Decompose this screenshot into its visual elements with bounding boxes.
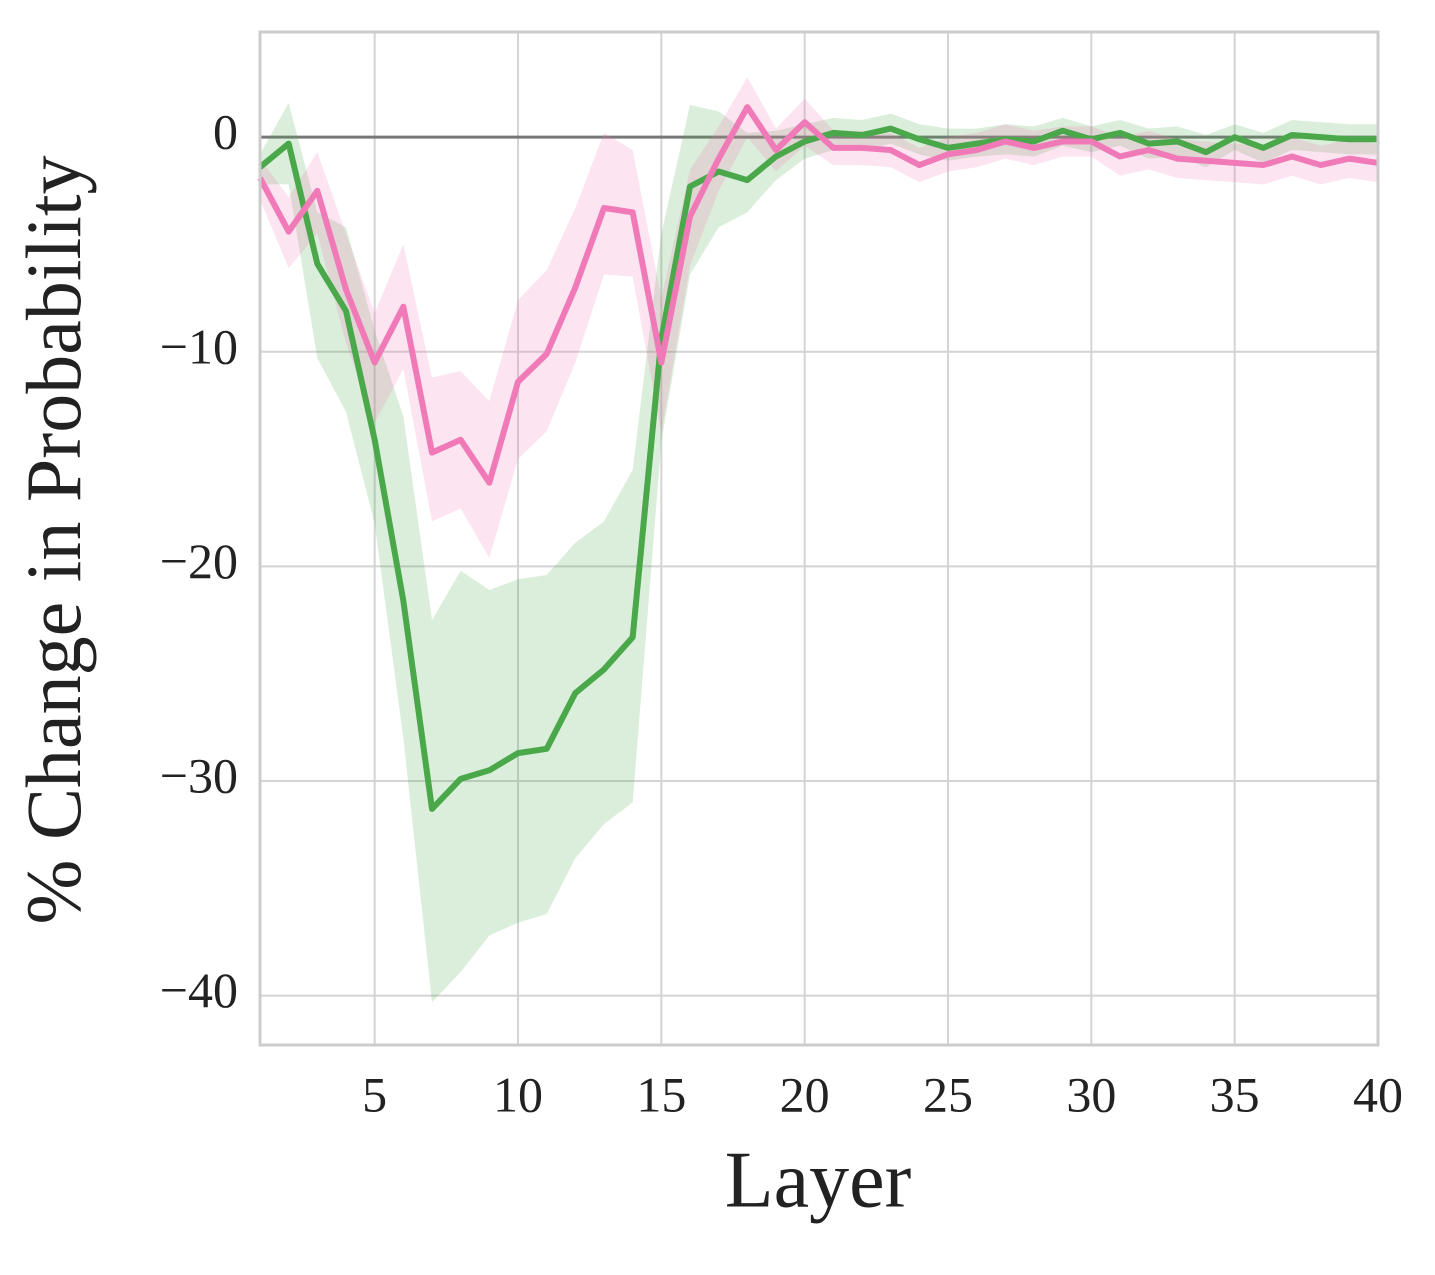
x-tick-label: 15 <box>636 1066 686 1122</box>
x-tick-label: 10 <box>493 1066 543 1122</box>
y-tick-label: −20 <box>160 533 238 589</box>
x-tick-label: 40 <box>1353 1066 1403 1122</box>
y-axis-label: % Change in Probability <box>10 155 97 924</box>
x-tick-label: 35 <box>1210 1066 1260 1122</box>
line <box>257 104 1379 486</box>
x-tick-label: 20 <box>780 1066 830 1122</box>
y-tick-label: 0 <box>213 104 238 160</box>
confidence-band <box>260 77 1378 558</box>
y-tick-label: −40 <box>160 962 238 1018</box>
plot-frame <box>258 30 1380 1047</box>
x-tick-label: 5 <box>362 1066 387 1122</box>
y-tick-label: −30 <box>160 747 238 803</box>
y-tick-label: −10 <box>160 318 238 374</box>
x-tick-label: 25 <box>923 1066 973 1122</box>
x-axis-label: Layer <box>725 1136 912 1224</box>
confidence-band <box>260 102 1378 1003</box>
x-tick-label: 30 <box>1066 1066 1116 1122</box>
